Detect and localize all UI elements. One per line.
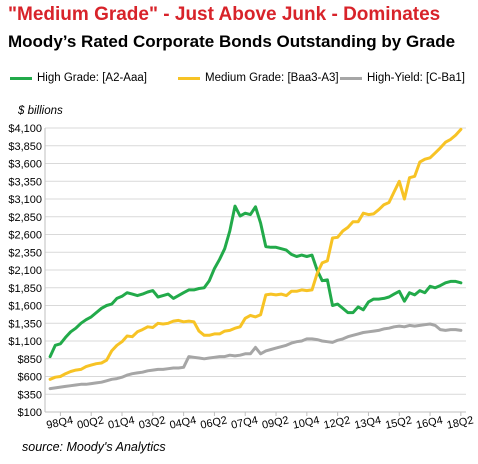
y-tick-labels: $100 $350 $600 $850 $1,100 $1,350 $1,600 $1,850… (8, 123, 42, 419)
y-tick-label: $2,350 (8, 247, 42, 259)
legend-swatch-medium-grade (178, 76, 200, 80)
x-tick-label: 98Q4 (45, 414, 74, 431)
x-tick-label: 03Q2 (138, 414, 167, 431)
y-tick-label: $2,600 (8, 230, 42, 242)
y-tick-label: $2,100 (8, 265, 42, 277)
legend-item-high-grade: High Grade: [A2-Aaa] (10, 72, 147, 84)
y-tick-label: $3,600 (8, 159, 42, 171)
x-tick-labels: 98Q4 00Q2 01Q4 03Q2 04Q4 06Q2 07Q4 09Q2 10Q4 12Q2… (45, 414, 474, 431)
legend-label-high-yield: High-Yield: [C-Ba1] (367, 72, 466, 84)
x-tick-label: 04Q4 (169, 414, 198, 431)
x-tick-label: 13Q4 (353, 414, 382, 431)
x-tick-label: 00Q2 (76, 414, 105, 431)
legend-label-high-grade: High Grade: [A2-Aaa] (37, 72, 147, 84)
x-tick-label: 07Q4 (230, 414, 259, 431)
gridlines (45, 127, 466, 413)
x-tick-label: 18Q2 (446, 414, 475, 431)
series-line-high-grade-a2-aaa (48, 204, 463, 359)
legend-item-medium-grade: Medium Grade: [Baa3-A3] (178, 72, 339, 84)
x-tick-label: 15Q2 (384, 414, 413, 431)
chart-title: "Medium Grade" - Just Above Junk - Domin… (8, 4, 441, 25)
axes (44, 128, 466, 416)
y-tick-label: $1,850 (8, 283, 42, 295)
y-axis-label: $ billions (17, 105, 63, 117)
legend-swatch-high-grade (10, 76, 32, 80)
series-lines (48, 127, 463, 391)
series-line-high-yield-c-ba1 (48, 322, 463, 391)
chart-legend: High Grade: [A2-Aaa] Medium Grade: [Baa3… (10, 72, 478, 90)
legend-swatch-high-yield (340, 76, 362, 80)
x-tick-label: 09Q2 (261, 414, 290, 431)
y-tick-label: $3,350 (8, 176, 42, 188)
legend-item-high-yield: High-Yield: [C-Ba1] (340, 72, 465, 84)
y-tick-label: $600 (18, 372, 42, 384)
y-tick-label: $850 (18, 354, 42, 366)
x-tick-label: 01Q4 (107, 414, 136, 431)
y-tick-label: $1,600 (8, 301, 42, 313)
legend-label-medium-grade: Medium Grade: [Baa3-A3] (205, 72, 339, 84)
chart-subtitle: Moody’s Rated Corporate Bonds Outstandin… (8, 32, 456, 51)
x-tick-label: 10Q4 (292, 414, 321, 431)
y-tick-label: $4,100 (8, 123, 42, 135)
y-tick-label: $3,100 (8, 194, 42, 206)
y-tick-label: $2,850 (8, 212, 42, 224)
series-line-medium-grade-baa3-a3 (48, 127, 463, 381)
y-tick-label: $100 (18, 407, 42, 419)
x-tick-label: 12Q2 (323, 414, 352, 431)
x-tick-label: 16Q4 (415, 414, 444, 431)
y-tick-label: $3,850 (8, 141, 42, 153)
y-tick-label: $1,350 (8, 318, 42, 330)
y-tick-label: $350 (18, 389, 42, 401)
line-chart: $ billions $100$350$600$850$1,100$1,350$… (8, 105, 474, 432)
source-note: source: Moody's Analytics (22, 440, 166, 454)
x-tick-label: 06Q2 (199, 414, 228, 431)
y-tick-label: $1,100 (8, 336, 42, 348)
